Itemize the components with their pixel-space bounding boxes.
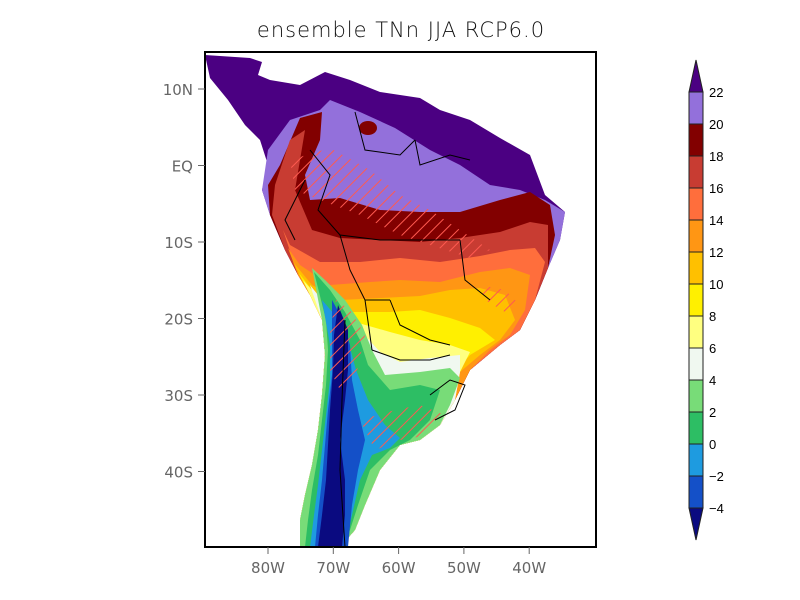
hatching-pampas: [360, 405, 445, 450]
colorbar-extend-max: [688, 59, 704, 93]
colorbar-swatch: [688, 475, 704, 509]
colorbar-label: 8: [709, 309, 716, 324]
y-tick-label: EQ: [172, 158, 193, 176]
colorbar-label: 20: [709, 117, 723, 132]
colorbar-label: 2: [709, 405, 716, 420]
colorbar-label: 14: [709, 213, 723, 228]
colorbar-swatch: [688, 347, 704, 381]
chart-title: ensemble TNn JJA RCP6.0: [256, 18, 546, 42]
y-axis: 10N EQ 10S 20S 30S 40S: [163, 81, 205, 482]
x-tick-label: 60W: [382, 559, 416, 577]
colorbar-label: 16: [709, 181, 723, 196]
colorbar-label: 4: [709, 373, 716, 388]
colorbar-swatch: [688, 443, 704, 477]
colorbar-label: −4: [709, 501, 724, 516]
colorbar-swatch: [688, 315, 704, 349]
colorbar-label: −2: [709, 469, 724, 484]
x-tick-label: 80W: [251, 559, 285, 577]
colorbar-label: 0: [709, 437, 716, 452]
hatching-amazon: [290, 148, 490, 258]
y-tick-label: 40S: [164, 464, 193, 482]
colorbar-label: 12: [709, 245, 723, 260]
hatching-southeast-brazil: [480, 285, 520, 312]
map-field: [205, 55, 565, 547]
colorbar-label: 22: [709, 85, 723, 100]
y-tick-label: 10N: [163, 81, 193, 99]
y-tick-label: 20S: [164, 311, 193, 329]
colorbar-swatch: [688, 379, 704, 413]
hatching-andes: [330, 300, 365, 390]
colorbar-label: 6: [709, 341, 716, 356]
colorbar-label: 10: [709, 277, 723, 292]
country-borders: [284, 111, 491, 547]
colorbar-swatch: [688, 251, 704, 285]
colorbar-swatch: [688, 91, 704, 125]
colorbar-swatch: [688, 411, 704, 445]
colorbar-swatch: [688, 283, 704, 317]
colorbar-extend-min: [688, 507, 704, 541]
colorbar: −4 −2 0 2 4 6 8 10 12 14 16 18 20 22: [688, 59, 724, 541]
map-frame: [204, 51, 597, 548]
colorbar-label: 18: [709, 149, 723, 164]
colorbar-swatch: [688, 187, 704, 221]
y-tick-label: 30S: [164, 387, 193, 405]
y-tick-label: 10S: [164, 234, 193, 252]
x-axis: 80W 70W 60W 50W 40W: [251, 547, 546, 577]
colorbar-swatch: [688, 155, 704, 189]
x-tick-label: 70W: [316, 559, 350, 577]
x-tick-label: 50W: [447, 559, 481, 577]
hotspot-18-20: [359, 121, 377, 135]
colorbar-swatch: [688, 123, 704, 157]
x-tick-label: 40W: [512, 559, 546, 577]
colorbar-swatch: [688, 219, 704, 253]
